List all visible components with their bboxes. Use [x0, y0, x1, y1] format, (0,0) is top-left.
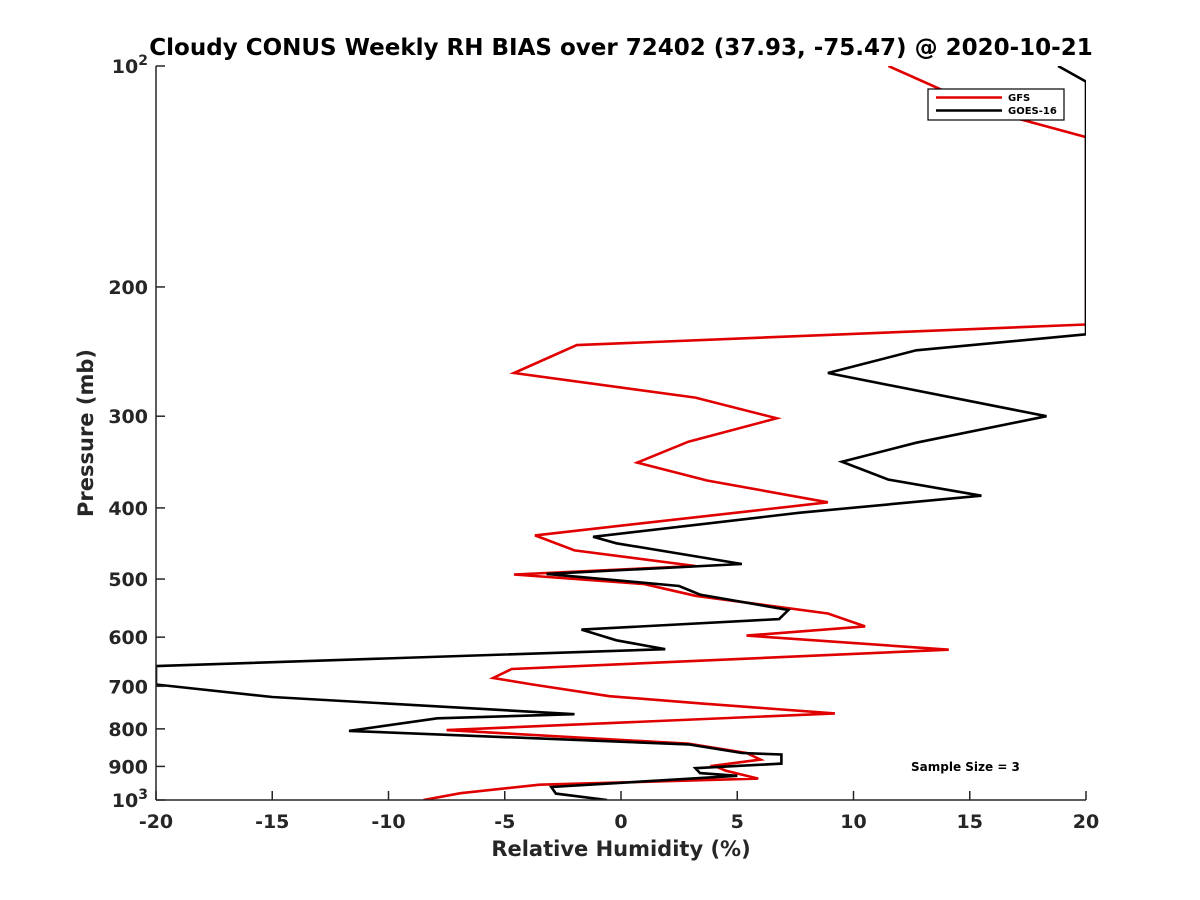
x-tick-label: 5 [731, 811, 744, 833]
x-tick-label: 0 [614, 811, 627, 833]
x-tick-label: 15 [957, 811, 983, 833]
x-tick-label: 10 [840, 811, 866, 833]
y-tick-label: 800 [108, 719, 148, 741]
x-tick-label: -5 [494, 811, 515, 833]
x-tick-label: -15 [255, 811, 289, 833]
legend: GFS GOES-16 [927, 88, 1065, 121]
x-tick-label: -20 [139, 811, 173, 833]
legend-box [927, 88, 1065, 121]
series-line-gfs [423, 66, 1086, 800]
y-tick-label: 300 [108, 406, 148, 428]
y-tick-label: 500 [108, 569, 148, 591]
legend-label-goes-16: GOES-16 [1008, 106, 1057, 117]
series-layer [156, 66, 1086, 800]
y-tick-label: 102 [112, 53, 148, 78]
chart-title: Cloudy CONUS Weekly RH BIAS over 72402 (… [149, 35, 1092, 61]
y-tick-label: 900 [108, 756, 148, 778]
sample-size-annotation: Sample Size = 3 [911, 760, 1020, 774]
y-tick-label: 600 [108, 627, 148, 649]
y-tick-label: 700 [108, 676, 148, 698]
legend-label-gfs: GFS [1008, 93, 1030, 104]
y-tick-label: 103 [112, 787, 148, 812]
x-axis-ticks: -20 -15 -10 -5 0 5 10 15 20 [139, 791, 1099, 833]
x-tick-label: -10 [371, 811, 405, 833]
y-tick-label: 200 [108, 277, 148, 299]
x-tick-label: 20 [1073, 811, 1099, 833]
y-axis-ticks: 102 200 300 400 500 600 700 800 900 103 [108, 53, 165, 812]
x-axis-label: Relative Humidity (%) [491, 837, 750, 861]
series-line-goes-16 [156, 66, 1086, 800]
y-axis-label: Pressure (mb) [74, 349, 98, 517]
y-tick-label: 400 [108, 498, 148, 520]
